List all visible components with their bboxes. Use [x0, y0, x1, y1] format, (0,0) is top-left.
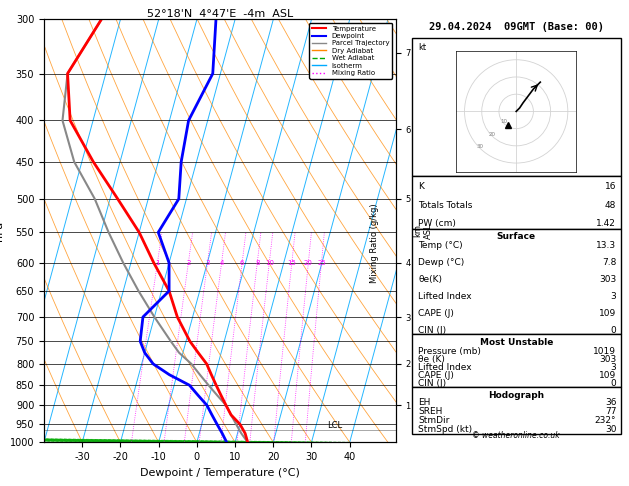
Bar	[412, 387, 621, 434]
Y-axis label: km
ASL: km ASL	[413, 223, 433, 239]
Text: 7.8: 7.8	[602, 258, 616, 267]
Text: θe (K): θe (K)	[418, 355, 445, 364]
Text: 48: 48	[605, 201, 616, 209]
Title: 52°18'N  4°47'E  -4m  ASL: 52°18'N 4°47'E -4m ASL	[147, 9, 293, 18]
Text: 36: 36	[605, 398, 616, 407]
Bar	[412, 176, 621, 229]
Text: CAPE (J): CAPE (J)	[418, 309, 454, 318]
Legend: Temperature, Dewpoint, Parcel Trajectory, Dry Adiabat, Wet Adiabat, Isotherm, Mi: Temperature, Dewpoint, Parcel Trajectory…	[309, 23, 392, 79]
Text: 16: 16	[605, 182, 616, 191]
Text: CIN (J): CIN (J)	[418, 326, 447, 335]
Text: Totals Totals: Totals Totals	[418, 201, 472, 209]
Text: 1.42: 1.42	[596, 219, 616, 228]
Text: 1019: 1019	[593, 347, 616, 356]
Text: Temp (°C): Temp (°C)	[418, 241, 463, 250]
Text: 3: 3	[205, 260, 209, 266]
Text: © weatheronline.co.uk: © weatheronline.co.uk	[472, 431, 560, 440]
Text: StmDir: StmDir	[418, 416, 450, 425]
Text: 20: 20	[304, 260, 313, 266]
Text: 232°: 232°	[595, 416, 616, 425]
Bar	[412, 38, 621, 176]
Text: 0: 0	[611, 379, 616, 387]
Text: 109: 109	[599, 371, 616, 380]
Text: Pressure (mb): Pressure (mb)	[418, 347, 481, 356]
Text: EH: EH	[418, 398, 431, 407]
Text: 30: 30	[605, 425, 616, 434]
Text: 15: 15	[287, 260, 296, 266]
Text: 3: 3	[611, 292, 616, 301]
Text: 10: 10	[265, 260, 274, 266]
Text: CIN (J): CIN (J)	[418, 379, 447, 387]
Text: K: K	[418, 182, 424, 191]
Text: kt: kt	[418, 43, 426, 52]
Text: Mixing Ratio (g/kg): Mixing Ratio (g/kg)	[370, 203, 379, 283]
Text: Hodograph: Hodograph	[488, 391, 544, 399]
Text: 109: 109	[599, 309, 616, 318]
Text: 29.04.2024  09GMT (Base: 00): 29.04.2024 09GMT (Base: 00)	[429, 21, 604, 32]
Text: 13.3: 13.3	[596, 241, 616, 250]
Text: 4: 4	[220, 260, 224, 266]
Text: 1: 1	[155, 260, 160, 266]
Text: 303: 303	[599, 355, 616, 364]
Text: Dewp (°C): Dewp (°C)	[418, 258, 464, 267]
X-axis label: Dewpoint / Temperature (°C): Dewpoint / Temperature (°C)	[140, 468, 300, 478]
Bar	[412, 334, 621, 387]
Text: Surface: Surface	[497, 232, 536, 241]
Text: Lifted Index: Lifted Index	[418, 363, 472, 372]
Text: θe(K): θe(K)	[418, 275, 442, 284]
Text: PW (cm): PW (cm)	[418, 219, 456, 228]
Text: 3: 3	[611, 363, 616, 372]
Text: 25: 25	[317, 260, 326, 266]
Text: Lifted Index: Lifted Index	[418, 292, 472, 301]
Y-axis label: hPa: hPa	[0, 221, 4, 241]
Text: CAPE (J): CAPE (J)	[418, 371, 454, 380]
Text: 2: 2	[186, 260, 191, 266]
Text: 6: 6	[240, 260, 245, 266]
Text: StmSpd (kt): StmSpd (kt)	[418, 425, 472, 434]
Text: LCL: LCL	[327, 421, 342, 431]
Text: Most Unstable: Most Unstable	[479, 338, 553, 347]
Text: 77: 77	[605, 407, 616, 416]
Text: 0: 0	[611, 326, 616, 335]
Text: 303: 303	[599, 275, 616, 284]
Bar	[412, 229, 621, 334]
Text: SREH: SREH	[418, 407, 443, 416]
Text: 8: 8	[255, 260, 260, 266]
